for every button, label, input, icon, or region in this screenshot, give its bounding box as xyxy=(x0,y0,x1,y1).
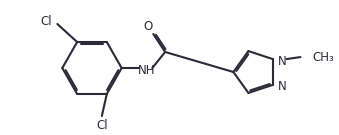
Text: CH₃: CH₃ xyxy=(312,51,334,64)
Text: Cl: Cl xyxy=(41,15,52,28)
Text: N: N xyxy=(278,80,287,93)
Text: N: N xyxy=(278,55,287,68)
Text: Cl: Cl xyxy=(96,119,108,132)
Text: NH: NH xyxy=(138,63,155,77)
Text: O: O xyxy=(144,19,153,33)
